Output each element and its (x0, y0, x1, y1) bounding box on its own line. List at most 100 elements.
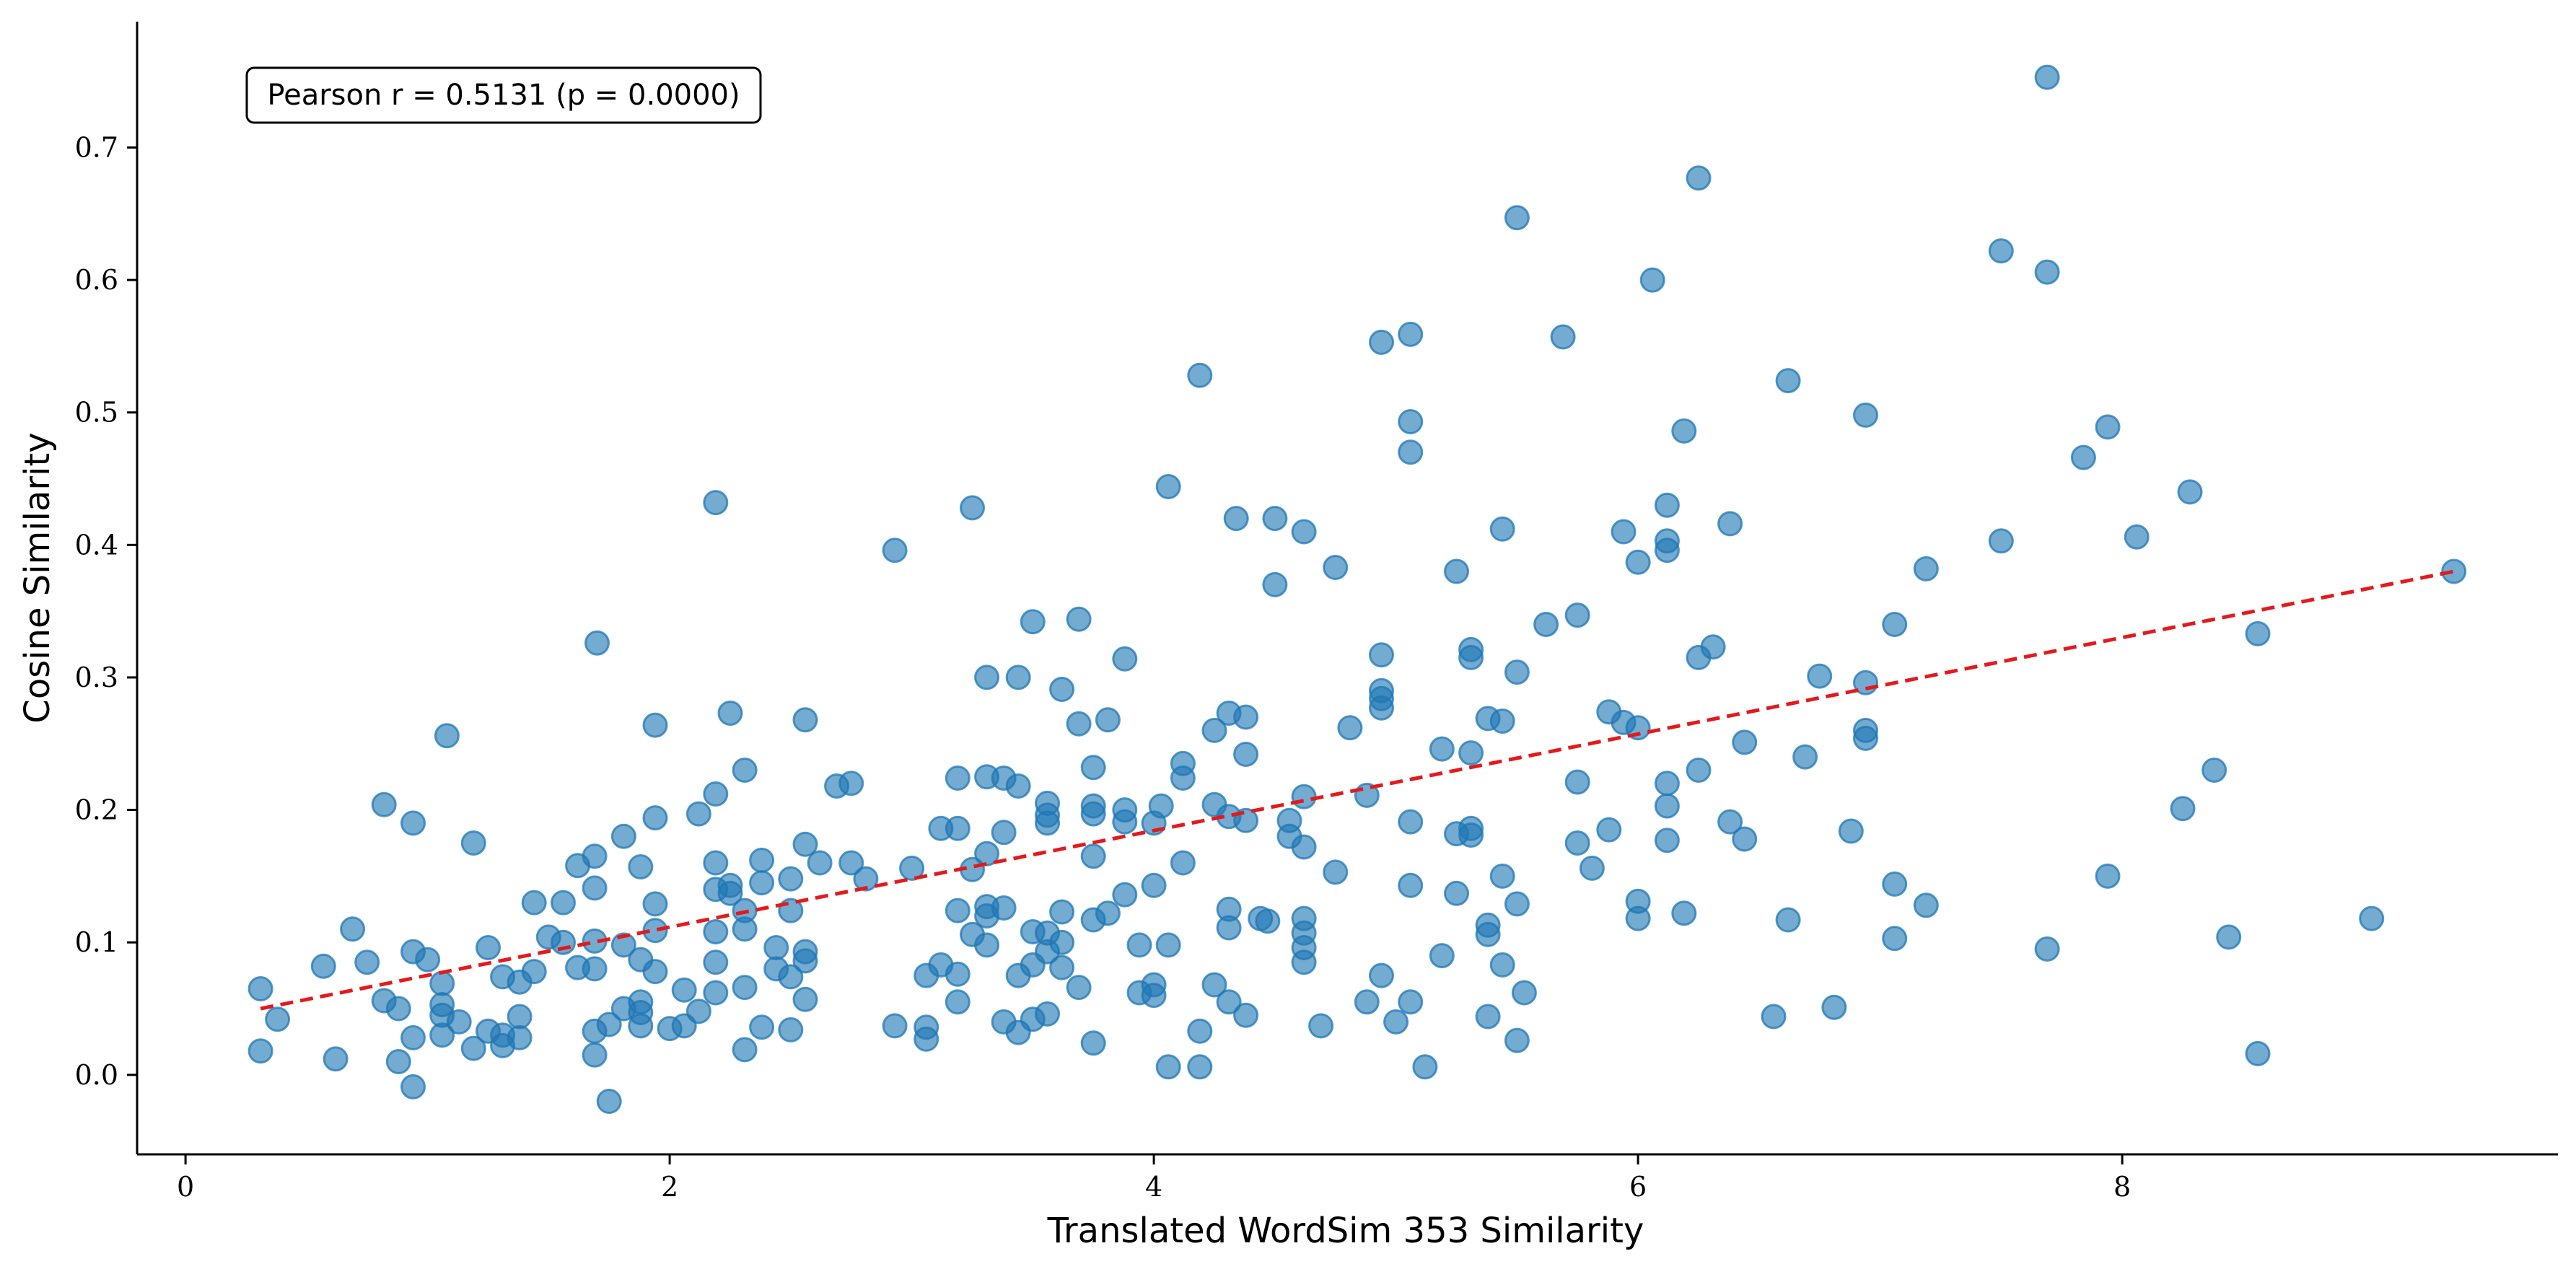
data-point (1717, 511, 1743, 537)
data-point (1155, 1054, 1181, 1080)
data-point (1066, 975, 1092, 1001)
axes (136, 22, 2558, 1156)
data-point (1444, 558, 1469, 584)
data-point (1511, 980, 1537, 1006)
y-tick-label: 0.7 (75, 131, 118, 163)
data-point (1686, 758, 1712, 783)
data-point (1429, 736, 1455, 762)
data-point (507, 1004, 533, 1030)
data-point (1398, 321, 1424, 347)
data-point (703, 850, 729, 876)
data-point (1126, 932, 1152, 958)
data-point (2034, 64, 2060, 90)
data-point (610, 823, 636, 849)
data-point (582, 875, 608, 901)
data-point (749, 1014, 775, 1040)
data-point (1596, 817, 1622, 843)
data-point (2034, 259, 2060, 285)
data-point (1882, 612, 1908, 637)
data-point (2202, 758, 2227, 783)
data-point (1323, 859, 1349, 885)
y-tick-label: 0.3 (75, 662, 118, 693)
x-axis-label: Translated WordSim 353 Similarity (1047, 1211, 1644, 1251)
data-point (1141, 983, 1167, 1009)
data-point (551, 890, 576, 916)
annotation-text: Pearson r = 0.5131 (p = 0.0000) (267, 79, 740, 112)
data-point (596, 1089, 622, 1114)
data-point (807, 850, 833, 876)
annotation-box (245, 66, 762, 124)
data-point (1564, 769, 1590, 795)
data-point (1821, 994, 1847, 1020)
data-points (247, 64, 2467, 1114)
data-point (1639, 267, 1665, 293)
data-point (642, 805, 668, 831)
data-point (1080, 801, 1106, 827)
data-point (2095, 414, 2121, 440)
data-point (671, 977, 697, 1003)
data-point (1398, 409, 1424, 434)
data-point (1005, 773, 1031, 799)
data-point (1458, 822, 1484, 848)
data-point (1717, 809, 1743, 835)
data-point (1095, 900, 1121, 926)
data-point (1700, 634, 1726, 660)
x-tick-label: 8 (2113, 1171, 2131, 1203)
data-point (792, 707, 818, 733)
data-point (1853, 725, 1878, 751)
data-point (400, 1074, 426, 1100)
data-point (2216, 924, 2242, 950)
data-point (584, 630, 610, 656)
data-point (2245, 1040, 2271, 1066)
data-point (1504, 659, 1530, 685)
data-point (945, 815, 971, 841)
data-point (521, 890, 547, 916)
data-point (1504, 1027, 1530, 1053)
data-point (247, 976, 273, 1001)
data-point (1489, 516, 1515, 542)
data-point (2359, 905, 2385, 931)
data-point (945, 989, 971, 1015)
trend-line (260, 569, 2455, 1011)
data-point (1550, 324, 1576, 350)
data-point (1201, 717, 1227, 743)
data-point (2177, 479, 2203, 505)
data-point (1049, 677, 1075, 702)
y-tick-label: 0.2 (75, 794, 118, 826)
data-point (1291, 784, 1317, 809)
data-point (1262, 571, 1288, 597)
data-point (582, 843, 608, 869)
data-point (1020, 609, 1046, 635)
data-point (1732, 826, 1758, 852)
data-point (551, 929, 576, 955)
data-point (1504, 891, 1530, 917)
data-point (1489, 952, 1515, 978)
data-point (1005, 664, 1031, 690)
data-point (385, 996, 411, 1022)
data-point (1035, 1001, 1060, 1027)
data-point (460, 830, 486, 856)
data-point (717, 701, 743, 726)
data-point (1489, 708, 1515, 734)
data-point (1475, 1004, 1501, 1030)
data-point (1686, 165, 1712, 191)
data-point (1291, 949, 1317, 975)
data-point (778, 866, 804, 892)
data-point (945, 961, 971, 987)
data-point (685, 801, 711, 827)
data-point (1412, 1054, 1438, 1080)
data-point (1398, 809, 1424, 835)
data-point (323, 1046, 349, 1072)
data-point (882, 537, 908, 563)
data-point (1882, 871, 1908, 897)
x-tick-label: 2 (661, 1171, 678, 1203)
data-point (1429, 943, 1455, 969)
data-point (1112, 809, 1138, 835)
data-point (1913, 556, 1939, 582)
data-point (1155, 474, 1181, 499)
data-point (1035, 810, 1060, 836)
y-tick-label: 0.4 (75, 529, 118, 561)
data-point (1533, 612, 1559, 637)
data-point (960, 495, 985, 521)
data-point (429, 970, 455, 996)
